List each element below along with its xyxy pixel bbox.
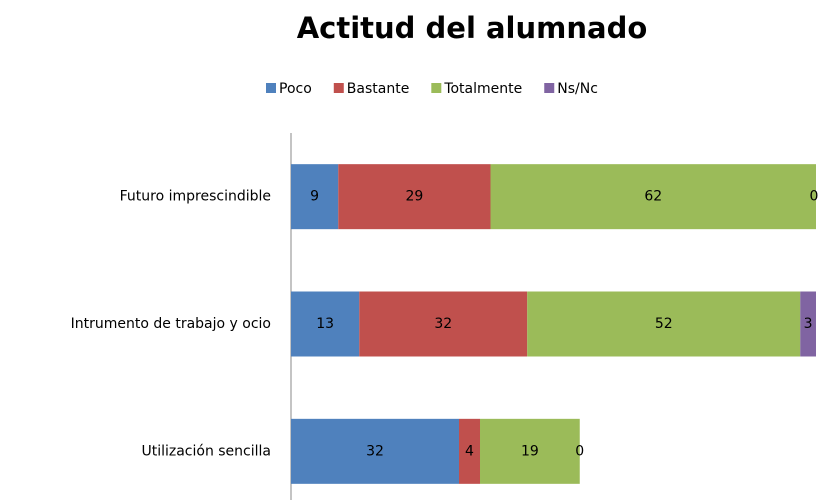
legend-swatch xyxy=(544,83,555,93)
bar-segment xyxy=(459,418,480,484)
data-label: 62 xyxy=(644,189,662,205)
legend-label: Poco xyxy=(279,81,312,97)
y-tick-label: Intrumento de trabajo y ocio xyxy=(71,316,271,332)
bar-segment xyxy=(480,418,580,484)
bar-segment xyxy=(800,291,816,357)
bar-segment xyxy=(291,291,360,357)
bar-segment xyxy=(490,164,816,230)
data-label: 4 xyxy=(465,443,474,459)
y-tick-label: Utilización sencilla xyxy=(141,443,271,459)
data-label: 32 xyxy=(366,443,384,459)
bar-segment xyxy=(291,164,339,230)
data-label: 3 xyxy=(804,316,813,332)
bar-segment xyxy=(359,291,528,357)
data-label: 0 xyxy=(575,443,584,459)
data-label: 13 xyxy=(316,316,334,332)
y-tick-label: Futuro imprescindible xyxy=(120,189,271,205)
data-label: 29 xyxy=(405,189,423,205)
chart-title: Actitud del alumnado xyxy=(297,11,648,45)
legend-label: Bastante xyxy=(347,81,410,97)
data-label: 0 xyxy=(810,189,818,205)
legend-swatch xyxy=(333,83,344,93)
bar-segment xyxy=(527,291,801,357)
legend-label: Totalmente xyxy=(443,81,522,97)
legend-label: Ns/Nc xyxy=(557,81,598,97)
data-label: 19 xyxy=(521,443,539,459)
data-label: 9 xyxy=(310,189,319,205)
data-label: 32 xyxy=(434,316,452,332)
bar-segment xyxy=(338,164,491,230)
bar-segment xyxy=(291,418,459,484)
legend-swatch xyxy=(431,83,442,93)
data-label: 52 xyxy=(655,316,673,332)
legend-swatch xyxy=(266,83,276,93)
